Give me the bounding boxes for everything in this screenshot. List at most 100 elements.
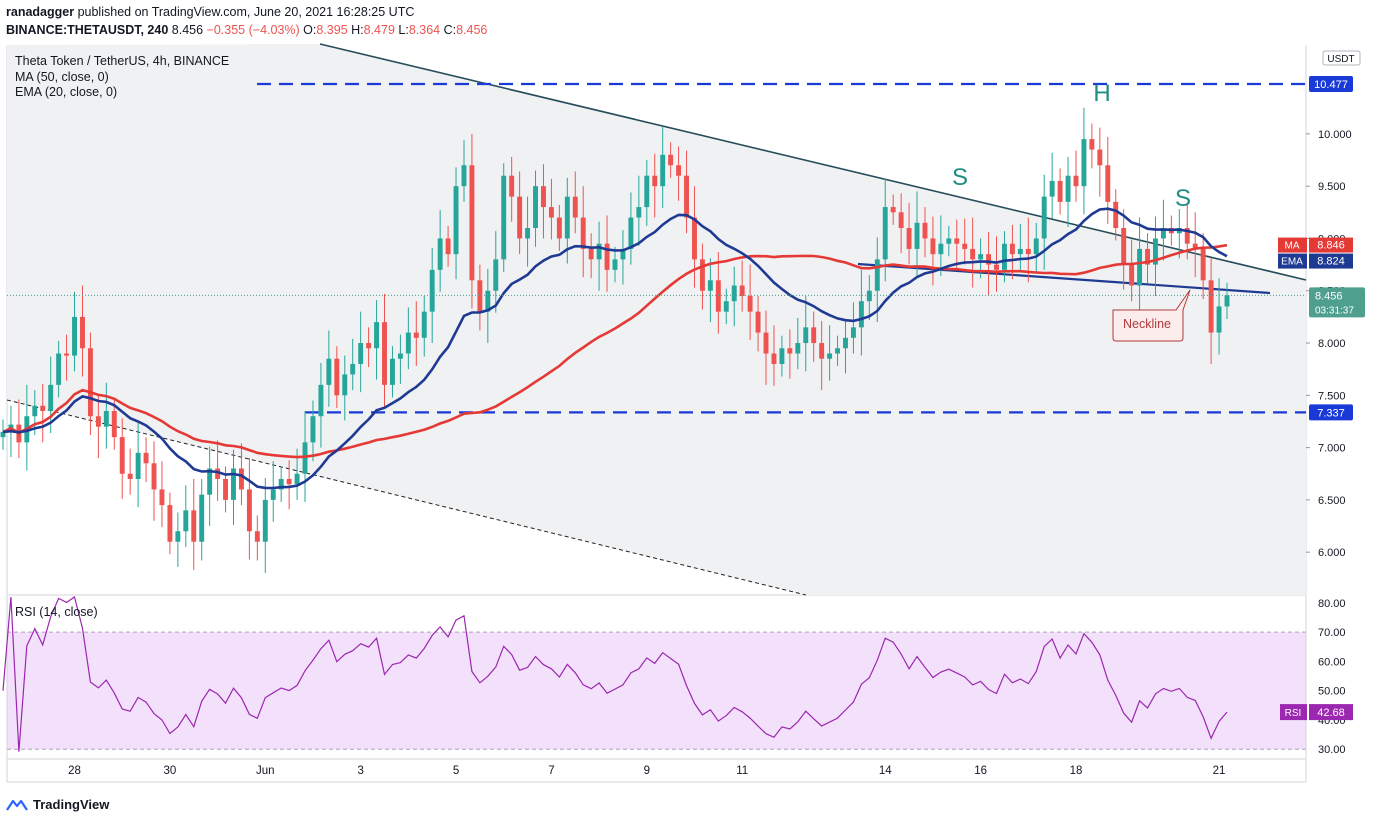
- level-badge-label: 7.337: [1317, 407, 1345, 419]
- candle-body: [413, 332, 419, 338]
- candle: [1089, 123, 1095, 169]
- x-tick-label: 28: [68, 765, 81, 777]
- rsi-tag-label: RSI: [1285, 708, 1302, 719]
- candle: [358, 311, 364, 393]
- author-name[interactable]: ranadagger: [6, 5, 75, 19]
- level-badge-label: 10.477: [1314, 79, 1348, 91]
- ma-tag-label: MA: [1285, 241, 1300, 252]
- candle: [80, 285, 85, 377]
- candle-body: [111, 411, 117, 438]
- candle-body: [1057, 180, 1063, 202]
- candle-body: [286, 478, 292, 485]
- candle-body: [858, 301, 864, 328]
- candle: [660, 126, 666, 209]
- candle-body: [692, 217, 697, 260]
- legend-ema[interactable]: EMA (20, close, 0): [15, 85, 118, 99]
- candle-body: [119, 437, 125, 474]
- candle: [350, 338, 356, 391]
- symbol-label: BINANCE:THETAUSDT, 240: [6, 23, 169, 37]
- candle-body: [485, 290, 491, 312]
- candle-body: [890, 207, 896, 213]
- candle: [684, 150, 689, 234]
- candle-body: [453, 186, 459, 255]
- candle: [890, 194, 896, 225]
- pattern-shading: [7, 44, 1306, 595]
- candle-body: [906, 228, 912, 249]
- candle: [119, 418, 125, 499]
- candle-body: [962, 243, 968, 249]
- candle: [914, 191, 920, 278]
- candle: [1216, 278, 1222, 355]
- candle: [525, 196, 531, 267]
- price-badge-countdown: 03:31:37: [1315, 305, 1354, 316]
- candle: [795, 317, 801, 370]
- candle: [56, 340, 62, 398]
- legend-ma[interactable]: MA (50, close, 0): [15, 69, 109, 84]
- candle-body: [779, 348, 785, 364]
- candle: [954, 219, 960, 269]
- candle: [533, 170, 538, 247]
- candle: [374, 300, 380, 380]
- candle-body: [278, 478, 284, 490]
- candle-body: [715, 280, 721, 312]
- candle: [413, 301, 419, 367]
- low-value: 8.364: [408, 23, 441, 37]
- candle-body: [747, 295, 753, 312]
- candle: [1065, 156, 1071, 227]
- candle-body: [1121, 228, 1127, 265]
- ema20-line: [2, 207, 1228, 490]
- x-tick-label: 3: [357, 765, 363, 777]
- candle-body: [850, 327, 856, 338]
- candle: [1192, 212, 1198, 278]
- candle-body: [72, 316, 77, 356]
- candle-body: [636, 207, 642, 218]
- tradingview-footer[interactable]: TradingView: [6, 797, 109, 812]
- candle-body: [1025, 248, 1031, 255]
- candle: [850, 302, 856, 354]
- candle: [874, 237, 880, 323]
- candle-body: [986, 254, 992, 265]
- candle-body: [56, 353, 62, 385]
- candle: [135, 421, 141, 508]
- candle-body: [874, 259, 880, 291]
- candle: [1073, 150, 1079, 202]
- candle-body: [437, 238, 443, 270]
- candle-body: [803, 327, 809, 344]
- candle-body: [668, 154, 674, 166]
- candle-body: [318, 384, 324, 417]
- candle: [1033, 222, 1039, 273]
- candle-body: [358, 343, 364, 364]
- candle-body: [294, 473, 300, 485]
- candle: [636, 175, 642, 246]
- open-value: 8.395: [316, 23, 348, 37]
- candle: [1097, 127, 1103, 197]
- close-label: C:: [443, 23, 457, 37]
- candle: [556, 204, 562, 252]
- candle-body: [676, 165, 682, 176]
- candle: [588, 233, 594, 279]
- rsi-legend[interactable]: RSI (14, close): [15, 605, 98, 619]
- candle: [946, 225, 952, 257]
- candle: [628, 192, 634, 265]
- candle-body: [763, 332, 769, 354]
- candle-body: [382, 322, 387, 385]
- candle-body: [930, 238, 936, 255]
- candle-body: [819, 343, 825, 359]
- ma-tag: [1278, 237, 1307, 253]
- ema-badge-value: 8.824: [1317, 256, 1345, 268]
- candle: [739, 260, 745, 312]
- candle: [167, 492, 173, 555]
- candle: [48, 356, 54, 433]
- candle: [866, 275, 872, 321]
- rsi-badge-value: 42.68: [1317, 707, 1345, 719]
- candle: [755, 295, 761, 352]
- candle: [517, 171, 523, 255]
- candle-body: [143, 452, 149, 464]
- candle: [787, 329, 793, 379]
- candle-body: [922, 222, 928, 239]
- candle-body: [843, 337, 848, 349]
- rsi-tag: [1280, 704, 1307, 721]
- shoulder-right-label: S: [1175, 185, 1191, 212]
- candle: [541, 164, 546, 239]
- candle-body: [159, 489, 165, 506]
